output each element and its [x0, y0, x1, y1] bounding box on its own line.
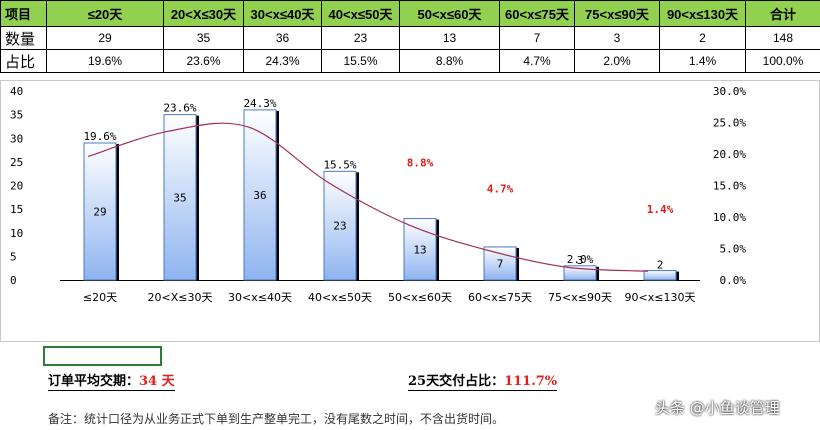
ratio-data-label: 4.7%: [487, 182, 514, 195]
left-axis-tick-label: 10: [10, 227, 23, 240]
right-axis: 0.0% 5.0% 10.0% 15.0% 20.0% 25.0% 30.0%: [713, 85, 746, 287]
table-cell[interactable]: 13: [399, 26, 500, 50]
plot-border: [0, 80, 820, 342]
on-time-ratio-label: 25天交付占比：: [408, 374, 505, 389]
on-time-ratio-value: 111.7%: [504, 374, 558, 389]
right-axis-tick-label: 30.0%: [713, 85, 746, 98]
header-cell[interactable]: 40<x≤50天: [321, 0, 400, 27]
table-cell[interactable]: 4.7%: [499, 49, 575, 73]
header-cell[interactable]: 项目: [0, 0, 47, 27]
avg-lead-time: 订单平均交期：34 天: [48, 370, 175, 391]
ratio-data-label: 23.6%: [163, 102, 196, 115]
bar-value-label: 35: [173, 191, 186, 204]
category-label: 60<x≤75天: [468, 291, 532, 304]
table-cell[interactable]: 23: [321, 26, 400, 50]
table-cell[interactable]: 3: [574, 26, 660, 50]
bar[interactable]: [643, 270, 677, 281]
table-cell[interactable]: 148: [745, 26, 820, 50]
table-cell[interactable]: 29: [46, 26, 164, 50]
header-cell[interactable]: 合计: [745, 0, 820, 27]
header-cell[interactable]: ≤20天: [46, 0, 164, 27]
table-cell[interactable]: 2.0%: [574, 49, 660, 73]
category-label: 50<x≤60天: [388, 291, 452, 304]
watermark: 头条 @小鱼谈管理: [655, 399, 780, 417]
table-header-row: 项目 ≤20天 20<X≤30天 30<x≤40天 40<x≤50天 50<x≤…: [0, 0, 820, 27]
bar-value-label: 13: [413, 243, 426, 256]
category-label: 20<X≤30天: [148, 291, 213, 304]
table-row-count: 数量 29 35 36 23 13 7 3 2 148: [0, 26, 820, 50]
left-axis-tick-label: 15: [10, 203, 23, 216]
ratio-data-label: 19.6%: [83, 130, 116, 143]
right-axis-tick-label: 10.0%: [713, 211, 746, 224]
on-time-ratio: 25天交付占比：111.7%: [408, 370, 558, 391]
ratio-trend-line: [87, 122, 649, 272]
header-cell[interactable]: 50<x≤60天: [399, 0, 500, 27]
bar[interactable]: [163, 114, 197, 281]
right-axis-tick-label: 20.0%: [713, 148, 746, 161]
table-cell[interactable]: 36: [243, 26, 322, 50]
bar-value-label: 2: [657, 259, 664, 272]
ratio-data-label: 24.3%: [243, 97, 276, 110]
table-cell[interactable]: 24.3%: [243, 49, 322, 73]
table-cell[interactable]: 23.6%: [163, 49, 244, 73]
category-label: ≤20天: [83, 291, 117, 304]
ratio-data-label: 15.5%: [323, 158, 356, 171]
category-label: 75<x≤90天: [548, 291, 612, 304]
ratio-data-label: 1.4%: [647, 203, 674, 216]
table-cell[interactable]: 15.5%: [321, 49, 400, 73]
right-axis-tick-label: 5.0%: [720, 243, 747, 256]
category-label: 30<x≤40天: [228, 291, 292, 304]
left-axis-tick-label: 35: [10, 109, 23, 122]
left-axis-tick-label: 0: [10, 274, 17, 287]
summary-table: 项目 ≤20天 20<X≤30天 30<x≤40天 40<x≤50天 50<x≤…: [0, 0, 820, 73]
right-axis-tick-label: 0.0%: [720, 274, 747, 287]
category-label: 40<x≤50天: [308, 291, 372, 304]
header-cell[interactable]: 20<X≤30天: [163, 0, 244, 27]
bar-value-label: 3: [577, 254, 584, 267]
footnote: 备注：统计口径为从业务正式下单到生产整单完工，没有尾数之时间，不含出货时间。: [48, 412, 505, 426]
bar-value-label: 36: [253, 189, 266, 202]
category-labels: ≤20天 20<X≤30天 30<x≤40天 40<x≤50天 50<x≤60天 60<x…: [83, 291, 696, 304]
ratio-data-label: 2.0%: [567, 253, 594, 266]
avg-lead-time-label: 订单平均交期：: [48, 374, 140, 389]
left-axis: 0 5 10 15 20 25 30 35 40: [10, 85, 23, 287]
bar-value-label: 23: [333, 220, 346, 233]
row-label-ratio[interactable]: 占比: [0, 49, 47, 73]
right-axis-tick-label: 15.0%: [713, 180, 746, 193]
category-label: 90<x≤130天: [625, 291, 696, 304]
bar-value-label: 7: [497, 257, 504, 270]
left-axis-tick-label: 30: [10, 132, 23, 145]
bar[interactable]: [483, 246, 517, 281]
bar-value-label: 29: [93, 205, 106, 218]
row-label-count[interactable]: 数量: [0, 26, 47, 50]
header-cell[interactable]: 60<x≤75天: [499, 0, 575, 27]
ratio-data-labels: 19.6% 23.6% 24.3% 15.5% 8.8% 4.7% 2.0% 1.4%: [83, 97, 673, 266]
table-cell[interactable]: 1.4%: [659, 49, 746, 73]
table-cell[interactable]: 2: [659, 26, 746, 50]
table-cell[interactable]: 8.8%: [399, 49, 500, 73]
header-cell[interactable]: 30<x≤40天: [243, 0, 322, 27]
bar-series: [83, 109, 679, 281]
header-cell[interactable]: 90<x≤130天: [659, 0, 746, 27]
ratio-data-label: 8.8%: [407, 157, 434, 170]
table-row-ratio: 占比 19.6% 23.6% 24.3% 15.5% 8.8% 4.7% 2.0…: [0, 49, 820, 73]
bar-value-labels: 29 35 36 23 13 7 3 2: [93, 189, 663, 272]
table-cell[interactable]: 7: [499, 26, 575, 50]
table-cell[interactable]: 35: [163, 26, 244, 50]
left-axis-tick-label: 40: [10, 85, 23, 98]
left-axis-tick-label: 25: [10, 156, 23, 169]
bar[interactable]: [83, 142, 117, 281]
right-axis-tick-label: 25.0%: [713, 117, 746, 130]
header-cell[interactable]: 75<x≤90天: [574, 0, 660, 27]
avg-lead-time-value: 34 天: [139, 374, 175, 389]
left-axis-tick-label: 5: [10, 250, 17, 263]
left-axis-tick-label: 20: [10, 180, 23, 193]
table-cell[interactable]: 100.0%: [745, 49, 820, 73]
selected-cell[interactable]: [43, 346, 162, 366]
table-cell[interactable]: 19.6%: [46, 49, 164, 73]
